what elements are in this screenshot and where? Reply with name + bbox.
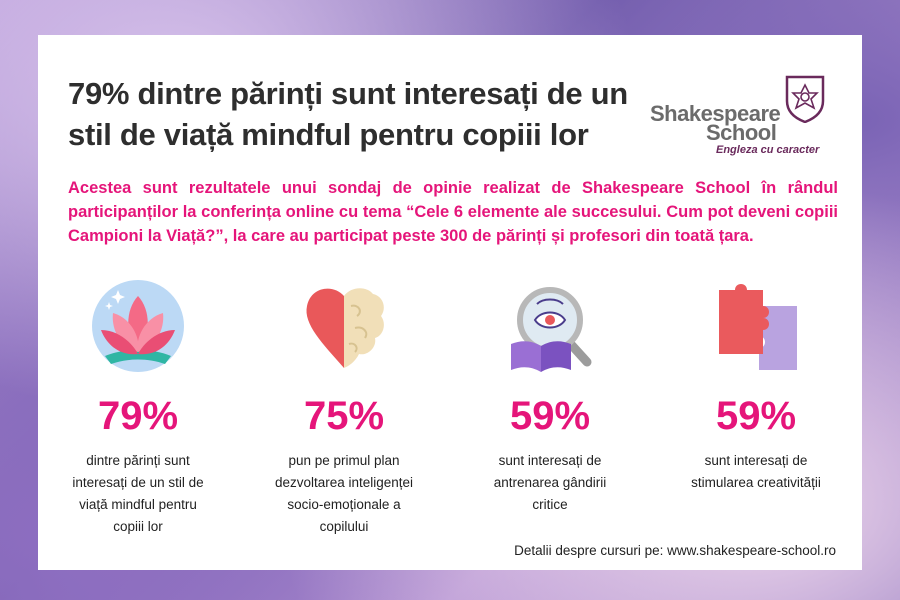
stat-percent: 59% [715,394,797,438]
stat-block-socio-emotional: 75% pun pe primul plan dezvoltarea intel… [244,278,444,538]
footer-courses-link[interactable]: Detalii despre cursuri pe: www.shakespea… [514,543,836,558]
shakespeare-school-logo[interactable]: Shakespeare School Engleza cu caracter [650,69,850,159]
logo-word-shakespeare: Shakespeare [650,101,781,126]
intro-paragraph: Acestea sunt rezultatele unui sondaj de … [68,179,838,245]
magnifier-book-icon [511,287,592,372]
headline: 79% dintre părinți sunt interesați de un… [68,76,628,152]
crest-icon [785,75,825,123]
stat-block-critical-thinking: 59% sunt interesați de antrenarea gândir… [450,278,650,516]
stat-description: pun pe primul plan dezvoltarea inteligen… [274,453,414,534]
infographic-card: 79% dintre părinți sunt interesați de un… [38,35,862,570]
stat-description: sunt interesați de antrenarea gândirii c… [493,453,607,512]
logo-word-school: School [706,120,777,145]
stat-block-creativity: 59% sunt interesați de stimularea creati… [656,278,856,494]
stat-percent: 79% [97,394,179,438]
lotus-icon [92,280,184,372]
stat-description: dintre părinți sunt interesați de un sti… [72,453,204,534]
stat-percent: 59% [509,394,591,438]
stat-percent: 75% [303,394,385,438]
puzzle-icon [719,284,797,370]
stat-description: sunt interesați de stimularea creativită… [691,453,821,490]
heart-brain-icon [306,288,384,368]
stat-block-mindful: 79% dintre părinți sunt interesați de un… [38,278,238,538]
logo-tagline: Engleza cu caracter [716,144,820,156]
